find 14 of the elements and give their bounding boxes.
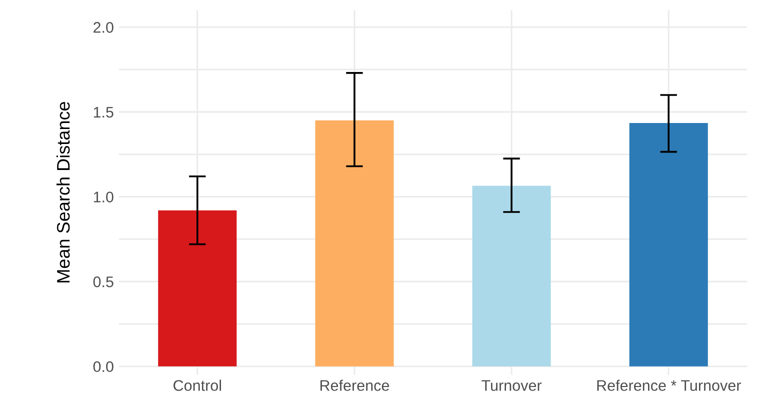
x-tick-label: Turnover <box>482 380 542 391</box>
bar <box>629 122 708 366</box>
y-tick-label: 2.0 <box>94 22 114 33</box>
bar <box>472 186 551 366</box>
y-tick-label: 1.0 <box>94 192 114 202</box>
x-tick-label: Control <box>174 380 221 391</box>
bar <box>315 120 394 366</box>
y-tick-label: 0.5 <box>93 276 114 288</box>
x-tick-label: Reference * Turnover <box>597 380 741 391</box>
bar <box>158 210 237 366</box>
y-tick-label: 0.0 <box>93 361 114 372</box>
x-tick-label: Reference <box>320 380 390 391</box>
y-tick-label: 1.5 <box>94 106 114 118</box>
y-axis-title: Mean Search Distance <box>56 102 70 282</box>
